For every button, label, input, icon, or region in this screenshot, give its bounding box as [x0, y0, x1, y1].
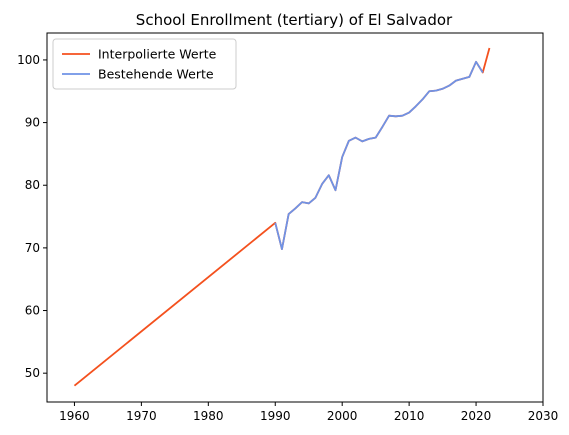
y-tick-label: 70	[25, 241, 40, 255]
x-tick-label: 2030	[528, 409, 559, 423]
y-tick-label: 80	[25, 178, 40, 192]
x-tick-label: 2000	[327, 409, 358, 423]
legend-box	[52, 38, 237, 90]
x-tick-label: 2010	[394, 409, 425, 423]
x-tick-label: 2020	[461, 409, 492, 423]
axes: 1960 1970 1980 1990 2000 2010 2020 2030 50 60 70 80…	[17, 32, 559, 423]
x-tick-label: 1960	[59, 409, 90, 423]
x-tick-label: 1990	[260, 409, 291, 423]
plot-area	[73, 47, 491, 387]
plot-frame	[46, 32, 544, 403]
legend-label-2: Bestehende Werte	[98, 67, 214, 82]
y-tick-label: 90	[25, 116, 40, 130]
x-tick-label: 1970	[126, 409, 157, 423]
series-line-1	[73, 47, 491, 387]
chart-title: School Enrollment (tertiary) of El Salva…	[136, 11, 453, 29]
series-line-2	[274, 60, 484, 251]
y-tick-label: 60	[25, 304, 40, 318]
legend: Interpolierte Werte Bestehende Werte	[52, 38, 237, 90]
legend-label-1: Interpolierte Werte	[98, 47, 217, 62]
x-tick-label: 1980	[193, 409, 224, 423]
y-tick-label: 100	[17, 53, 40, 67]
y-tick-label: 50	[25, 366, 40, 380]
